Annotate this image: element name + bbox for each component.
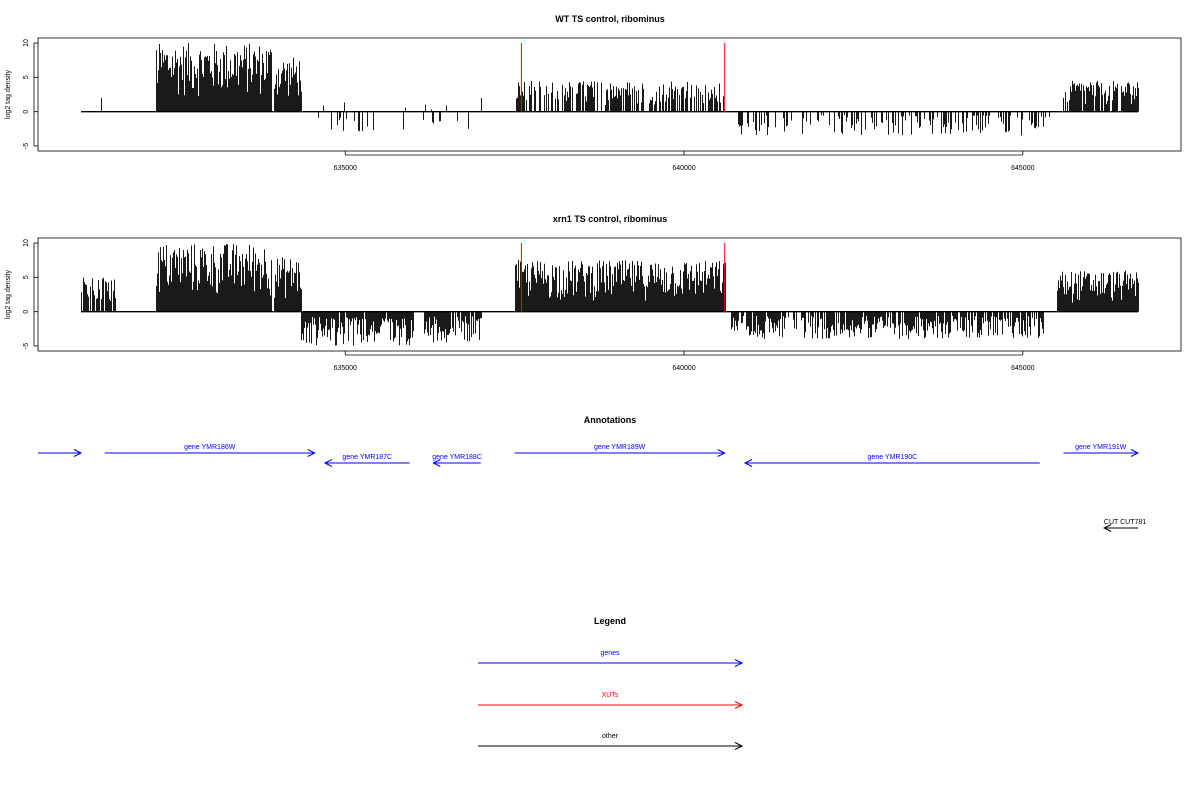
track-panel: xrn1 TS control, ribominus log2 tag densi… xyxy=(5,214,1182,372)
y-tick-label: 0 xyxy=(23,110,30,114)
x-tick-label: 645000 xyxy=(1011,365,1034,372)
annotation-feature: gene YMR186W xyxy=(104,444,316,457)
y-tick-label: 0 xyxy=(23,310,30,314)
y-tick-label: -5 xyxy=(23,143,30,149)
annotation-feature xyxy=(38,449,83,457)
feature-label: CUT CUT781 xyxy=(1104,519,1146,526)
arrow-head xyxy=(1103,524,1112,532)
feature-label: gene YMR190C xyxy=(868,454,918,461)
annotation-feature: gene YMR187C xyxy=(323,454,410,467)
x-tick-label: 635000 xyxy=(334,365,357,372)
legend-items: genes XUTs other xyxy=(478,650,744,750)
plot-frame xyxy=(37,237,1182,352)
annotation-feature: gene YMR188C xyxy=(432,454,482,467)
annotation-features: gene YMR186W gene YMR187C gene YMR188C gene… xyxy=(38,444,1146,532)
legend-label: genes xyxy=(600,650,620,657)
legend-label: XUTs xyxy=(602,692,619,699)
arrow-head xyxy=(1130,449,1140,457)
arrow-head xyxy=(734,659,744,667)
y-tick-label: 10 xyxy=(23,239,30,247)
track-panels: WT TS control, ribominus log2 tag density… xyxy=(5,14,1182,372)
annotation-feature: CUT CUT781 xyxy=(1103,519,1146,532)
annotation-feature: gene YMR191W xyxy=(1063,444,1140,457)
feature-label: gene YMR191W xyxy=(1075,444,1127,451)
annotation-feature: gene YMR190C xyxy=(743,454,1040,467)
y-tick-label: 5 xyxy=(23,275,30,279)
track-panel: WT TS control, ribominus log2 tag density… xyxy=(5,14,1182,172)
plot-frame xyxy=(37,37,1182,152)
y-axis-label: log2 tag density xyxy=(5,69,12,119)
x-tick-label: 640000 xyxy=(672,365,695,372)
arrow-head xyxy=(323,459,333,467)
y-tick-label: 10 xyxy=(23,39,30,47)
feature-label: gene YMR189W xyxy=(594,444,646,451)
x-tick-label: 645000 xyxy=(1011,165,1034,172)
arrow-head xyxy=(73,449,83,457)
y-tick-label: 5 xyxy=(23,75,30,79)
x-tick-label: 640000 xyxy=(672,165,695,172)
panel-title: WT TS control, ribominus xyxy=(555,14,665,24)
feature-label: gene YMR187C xyxy=(342,454,392,461)
arrow-head xyxy=(717,449,726,457)
annotations-title: Annotations xyxy=(584,415,637,425)
legend-item: XUTs xyxy=(478,692,744,709)
y-axis-label: log2 tag density xyxy=(5,269,12,319)
legend: Legend genes XUTs other xyxy=(478,616,744,750)
feature-label: gene YMR188C xyxy=(432,454,482,461)
panel-title: xrn1 TS control, ribominus xyxy=(553,214,668,224)
arrow-head xyxy=(743,459,753,467)
annotation-feature: gene YMR189W xyxy=(514,444,726,457)
arrow-head xyxy=(734,742,744,750)
feature-label: gene YMR186W xyxy=(184,444,236,451)
y-tick-label: -5 xyxy=(23,343,30,349)
arrow-head xyxy=(307,449,316,457)
legend-title: Legend xyxy=(594,616,626,626)
legend-item: other xyxy=(478,733,744,750)
legend-label: other xyxy=(602,733,619,740)
arrow-head xyxy=(432,459,441,467)
x-tick-label: 635000 xyxy=(334,165,357,172)
legend-item: genes xyxy=(478,650,744,667)
signal-bars xyxy=(101,43,1139,136)
signal-bars xyxy=(81,244,1139,346)
arrow-head xyxy=(734,701,744,709)
